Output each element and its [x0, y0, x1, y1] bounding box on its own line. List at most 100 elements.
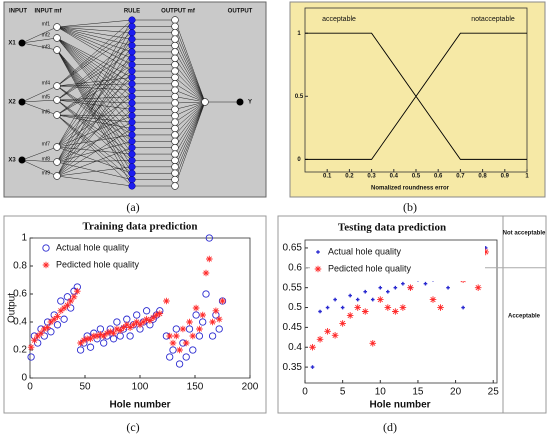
- mf-label: mf3: [42, 44, 51, 50]
- output-label: Y: [248, 100, 252, 106]
- input-node: [18, 156, 26, 164]
- marker-asterisk: [34, 332, 41, 340]
- x-tick-label: 1: [525, 174, 529, 180]
- marker-plus: [333, 297, 337, 302]
- marker-asterisk: [212, 307, 220, 315]
- marker-circle: [53, 321, 62, 329]
- marker-asterisk: [437, 304, 444, 311]
- marker-asterisk: [474, 284, 482, 291]
- connection: [56, 114, 133, 187]
- connection: [174, 19, 206, 103]
- marker-asterisk: [130, 321, 137, 329]
- connection: [56, 77, 133, 87]
- connection: [56, 85, 133, 142]
- y-tick-label: 0: [297, 157, 301, 163]
- marker-asterisk: [123, 321, 131, 329]
- marker-asterisk: [140, 318, 147, 326]
- x-tick-label: 0.7: [456, 174, 465, 180]
- marker-asterisk: [429, 296, 437, 303]
- connection: [174, 101, 206, 110]
- marker-circle: [202, 290, 210, 298]
- legend-marker: [42, 261, 50, 269]
- marker-asterisk: [186, 318, 193, 326]
- membership-line: [305, 32, 527, 160]
- connection: [56, 49, 133, 155]
- marker-asterisk: [37, 329, 45, 337]
- layer-header: OUTPUT: [228, 9, 253, 15]
- connection: [174, 70, 206, 103]
- connection: [56, 19, 133, 28]
- marker-asterisk: [97, 331, 104, 338]
- connection: [56, 37, 133, 110]
- marker-asterisk: [196, 325, 203, 333]
- connection: [56, 26, 133, 53]
- y-tick-label: 1: [297, 31, 301, 37]
- y-tick-label: 0.2: [13, 345, 27, 356]
- mf-node: [53, 111, 61, 119]
- connection: [56, 26, 133, 46]
- marker-asterisk: [206, 255, 213, 263]
- y-tick-label: 0.6: [13, 289, 27, 300]
- rule-node: [128, 80, 136, 88]
- x-tick-label: 15: [412, 387, 424, 398]
- marker-asterisk: [482, 248, 490, 256]
- marker-plus: [401, 281, 405, 286]
- marker-asterisk: [376, 296, 384, 303]
- output-mf-node: [171, 169, 179, 177]
- marker-plus: [446, 285, 450, 290]
- x-tick-label: 50: [79, 382, 91, 393]
- mf-node: [53, 158, 61, 166]
- marker-asterisk: [316, 336, 324, 343]
- marker-asterisk: [149, 314, 157, 322]
- marker-asterisk: [113, 325, 121, 333]
- marker-asterisk: [369, 339, 377, 347]
- marker-plus: [386, 289, 390, 294]
- connection: [174, 101, 206, 180]
- output-mf-node: [171, 156, 179, 165]
- marker-asterisk: [209, 318, 216, 326]
- marker-asterisk: [50, 315, 58, 323]
- connection: [56, 85, 133, 148]
- rule-node: [128, 176, 136, 184]
- rule-node: [128, 131, 136, 139]
- connection: [174, 58, 206, 103]
- x-tick-label: 20: [450, 387, 462, 398]
- marker-plus: [318, 309, 322, 314]
- layer-header: RULE: [124, 9, 140, 15]
- rule-node: [128, 48, 136, 56]
- connection: [56, 85, 133, 91]
- y-tick-label: 0.4: [13, 317, 27, 328]
- connection: [174, 39, 206, 103]
- marker-circle: [175, 360, 184, 368]
- marker-asterisk: [44, 324, 51, 331]
- x-tick-label: 5: [340, 387, 346, 398]
- connection: [56, 114, 133, 180]
- marker-asterisk: [166, 332, 173, 340]
- output-mf-node: [171, 92, 179, 101]
- y-tick-label: 0.5: [288, 302, 302, 313]
- connection: [21, 37, 58, 44]
- rule-node: [128, 93, 136, 101]
- connection: [56, 99, 133, 161]
- marker-asterisk: [202, 269, 210, 277]
- output-node: [201, 98, 209, 106]
- mf-node: [53, 172, 61, 180]
- y-tick-label: 0.65: [283, 243, 303, 254]
- x-tick-label: 100: [132, 382, 149, 393]
- marker-asterisk: [199, 311, 206, 319]
- layer-header: INPUT: [9, 9, 27, 15]
- caption: (a): [126, 200, 139, 214]
- output-mf-node: [171, 150, 179, 158]
- mf-node: [53, 82, 61, 90]
- marker-circle: [142, 307, 151, 315]
- legend-box: [310, 243, 485, 281]
- connection: [174, 101, 206, 104]
- connection: [174, 101, 206, 123]
- marker-asterisk: [136, 321, 144, 329]
- series-label: acceptable: [322, 16, 356, 23]
- marker-plus: [423, 281, 428, 286]
- rule-node: [128, 16, 136, 24]
- rule-node: [128, 35, 136, 43]
- connection: [56, 49, 133, 161]
- mf-node: [53, 143, 61, 151]
